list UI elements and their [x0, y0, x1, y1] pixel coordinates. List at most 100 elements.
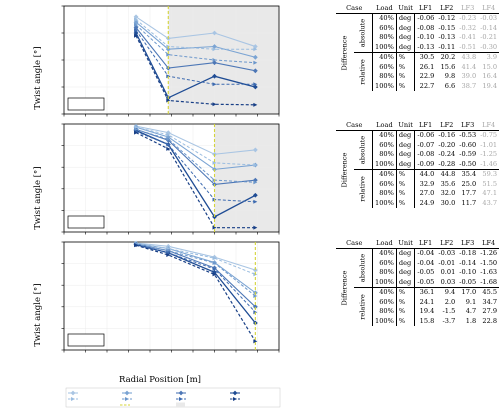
- table-cell: 17.0: [457, 287, 479, 298]
- table-cell: -0.10: [459, 268, 477, 277]
- table-cell: -1.68: [480, 277, 498, 286]
- table-cell: -0.16: [438, 131, 456, 140]
- table-cell: -0.23: [459, 14, 477, 23]
- table-cell: -1.25: [480, 150, 498, 159]
- table-cell: 1.8: [465, 316, 477, 325]
- table-cell: 22.9: [419, 72, 435, 81]
- legend-marker-sim60: [125, 397, 129, 401]
- table-cell: 43.7: [482, 198, 498, 207]
- table-cell: deg: [396, 150, 416, 160]
- table-row: 60% deg -0.08 -0.15 -0.32 -0.14: [336, 23, 499, 34]
- data-point-sim60: [253, 60, 258, 65]
- table-cell: 36.1: [414, 287, 437, 298]
- table-cell: %: [396, 189, 416, 199]
- table-header: LF2: [436, 4, 458, 15]
- case-label: relative: [354, 52, 373, 92]
- data-point-exp80: [252, 177, 258, 183]
- data-point-sim60: [134, 22, 139, 27]
- table-cell: 16.4: [482, 72, 498, 81]
- data-point-sim100: [253, 225, 258, 230]
- data-point-sim80: [212, 267, 217, 271]
- case-label: relative: [354, 169, 373, 209]
- table-cell: -0.60: [459, 140, 477, 149]
- series-line-sim100: [135, 244, 256, 342]
- table-cell: -0.06: [417, 14, 435, 23]
- legend-region-swatch: [176, 402, 185, 407]
- data-point-exp60: [252, 54, 258, 60]
- table-cell: 80%: [372, 268, 397, 278]
- table-row: 60%% 24.1 2.0 9.1 34.7: [336, 297, 499, 308]
- series-line-sim100: [135, 132, 256, 229]
- table-cell: 4.7: [465, 307, 477, 316]
- table-cell: 80%: [372, 189, 397, 199]
- legend-marker-sim100: [233, 397, 237, 401]
- table-cell: -0.05: [417, 268, 435, 277]
- table-cell: 15.8: [419, 316, 435, 325]
- table-cell: deg: [396, 42, 416, 53]
- table-row: Difference absolute 40% deg -0.06 -0.16 -0.53-…: [336, 130, 499, 187]
- table-cell: 60%: [372, 179, 397, 190]
- table-cell: -0.04: [417, 258, 435, 267]
- table-cell: 44.0: [414, 169, 437, 180]
- chart-panel-1: [61, 5, 280, 117]
- table-cell: -0.11: [438, 42, 456, 51]
- case-label: absolute: [354, 13, 373, 53]
- table-row: 60% deg -0.07 -0.20 -0.60 -1.01: [336, 140, 499, 151]
- difference-table-2: Case Load Unit LF1 LF2 LF3 LF4 Difference absolu…: [336, 121, 500, 209]
- table-header: Case: [336, 4, 373, 15]
- case-label: absolute: [354, 130, 373, 170]
- table-cell: -3.7: [442, 316, 456, 325]
- table-cell: -0.18: [459, 249, 477, 258]
- table-cell: 100%: [372, 159, 397, 170]
- table-cell: 25.0: [461, 179, 477, 188]
- table-cell: %: [396, 307, 416, 317]
- data-point-exp80: [252, 68, 258, 74]
- excluded-region: [214, 124, 279, 232]
- data-point-sim60: [166, 52, 171, 57]
- table-cell: -0.04: [417, 249, 435, 258]
- table-cell: 30.5: [414, 52, 437, 63]
- data-point-sim100: [134, 243, 139, 248]
- table-header: Unit: [396, 121, 415, 132]
- difference-label: Difference: [340, 270, 349, 306]
- table-cell: 9.4: [436, 287, 458, 298]
- table-cell: 80%: [372, 307, 397, 317]
- table-cell: %: [396, 179, 416, 190]
- table-cell: 100%: [372, 277, 397, 288]
- table-cell: -0.59: [459, 150, 477, 159]
- series-line-sim40: [135, 243, 256, 275]
- data-point-sim40: [134, 17, 139, 22]
- table-row: 100% deg -0.05 0.03 -0.05 -1.68: [336, 277, 499, 288]
- table-cell: 15.0: [482, 62, 498, 71]
- table-header: Unit: [396, 4, 415, 15]
- legend-marker-exp60: [124, 390, 130, 396]
- table-header: Load: [372, 4, 397, 15]
- legend-marker-exp100: [232, 390, 238, 396]
- table-cell: 100%: [372, 81, 397, 92]
- table-cell: -0.41: [459, 33, 477, 42]
- table-cell: -0.08: [417, 23, 435, 32]
- table-cell: 35.4: [457, 169, 479, 180]
- table-cell: -0.13: [417, 42, 435, 51]
- table-cell: 0.01: [440, 268, 456, 277]
- table-cell: -0.08: [417, 150, 435, 159]
- table-cell: 17.7: [461, 189, 477, 198]
- table-cell: deg: [396, 140, 416, 151]
- data-point-sim80: [253, 199, 258, 204]
- data-point-sim100: [212, 272, 217, 277]
- table-cell: 19.4: [419, 307, 435, 316]
- y-axis-label-b: Twist angle [°]: [33, 166, 43, 229]
- table-cell: 26.1: [419, 62, 435, 71]
- table-row: 60%% 32.9 35.6 25.0 51.5: [336, 179, 499, 190]
- table-header: LF3: [457, 239, 479, 250]
- table-cell: deg: [396, 268, 416, 278]
- table-cell: deg: [396, 258, 416, 269]
- series-line-sim100: [135, 35, 256, 106]
- table-row: 80%% 22.9 9.8 39.0 16.4: [336, 72, 499, 82]
- y-axis-label-c: Twist angle [°]: [33, 283, 43, 346]
- legend-marker-exp40: [70, 390, 76, 396]
- data-point-sim40: [212, 256, 217, 261]
- data-point-sim100: [212, 102, 217, 107]
- table-cell: 40%: [372, 130, 397, 141]
- table-cell: -0.05: [417, 277, 435, 286]
